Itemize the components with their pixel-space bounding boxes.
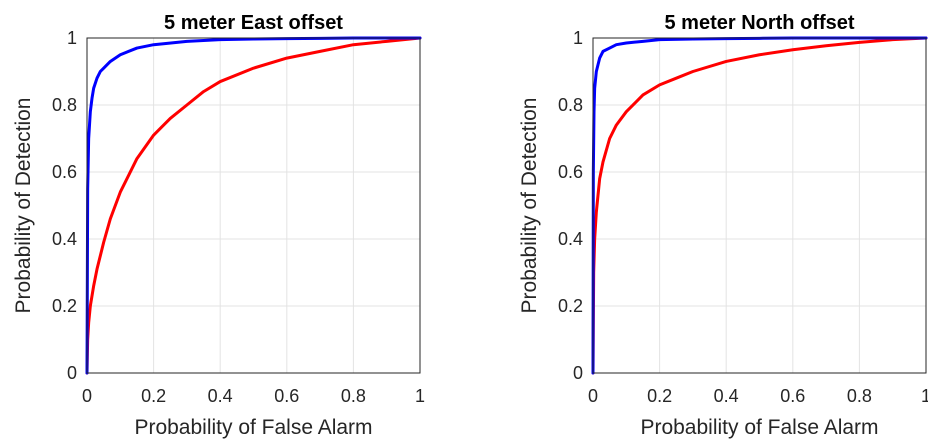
chart-panel-east-offset: 0 0.2 0.4 0.6 0.8 1 0 0.2 0.4 0.6 0.8 1 5 meter Eas… xyxy=(12,12,425,439)
y-tick-label: 1 xyxy=(573,28,583,48)
plot-area xyxy=(86,37,421,374)
x-axis-label: Probability of False Alarm xyxy=(134,416,372,439)
y-tick-label: 0.4 xyxy=(558,229,583,249)
chart-panel-north-offset: 0 0.2 0.4 0.6 0.8 1 0 0.2 0.4 0.6 0.8 1 5 meter Nor… xyxy=(518,12,928,439)
x-tick-label: 1 xyxy=(415,386,425,406)
red-roc-curve xyxy=(591,36,928,375)
y-tick-label: 0 xyxy=(573,363,583,383)
x-axis-label: Probability of False Alarm xyxy=(640,416,878,439)
x-tick-label: 0.2 xyxy=(141,386,166,406)
y-tick-label: 0.6 xyxy=(52,162,77,182)
x-tick-label: 0.2 xyxy=(647,386,672,406)
y-tick-label: 0.4 xyxy=(52,229,77,249)
x-tick-label: 1 xyxy=(921,386,928,406)
chart-title: 5 meter East offset xyxy=(164,12,343,34)
tick-labels: 0 0.2 0.4 0.6 0.8 1 0 0.2 0.4 0.6 0.8 1 xyxy=(52,28,425,406)
y-tick-label: 0.2 xyxy=(558,296,583,316)
y-tick-label: 0.6 xyxy=(558,162,583,182)
grid xyxy=(593,38,926,373)
x-tick-label: 0 xyxy=(82,386,92,406)
chart-title: 5 meter North offset xyxy=(664,12,854,34)
x-tick-label: 0.8 xyxy=(847,386,872,406)
x-tick-label: 0.8 xyxy=(341,386,366,406)
red-roc-curve xyxy=(85,36,422,375)
plot-border xyxy=(592,37,927,374)
y-tick-label: 0.8 xyxy=(52,95,77,115)
x-tick-label: 0.6 xyxy=(274,386,299,406)
y-axis-label: Probability of Detection xyxy=(518,98,541,314)
x-tick-label: 0.4 xyxy=(208,386,233,406)
y-tick-label: 0.8 xyxy=(558,95,583,115)
y-tick-label: 0 xyxy=(67,363,77,383)
y-tick-label: 0.2 xyxy=(52,296,77,316)
tick-labels: 0 0.2 0.4 0.6 0.8 1 0 0.2 0.4 0.6 0.8 1 xyxy=(558,28,928,406)
y-axis-label: Probability of Detection xyxy=(12,98,35,314)
x-tick-label: 0 xyxy=(588,386,598,406)
y-tick-label: 1 xyxy=(67,28,77,48)
x-tick-label: 0.6 xyxy=(780,386,805,406)
grid xyxy=(87,38,420,373)
plot-border xyxy=(86,37,421,374)
x-tick-label: 0.4 xyxy=(714,386,739,406)
plot-area xyxy=(592,37,927,374)
